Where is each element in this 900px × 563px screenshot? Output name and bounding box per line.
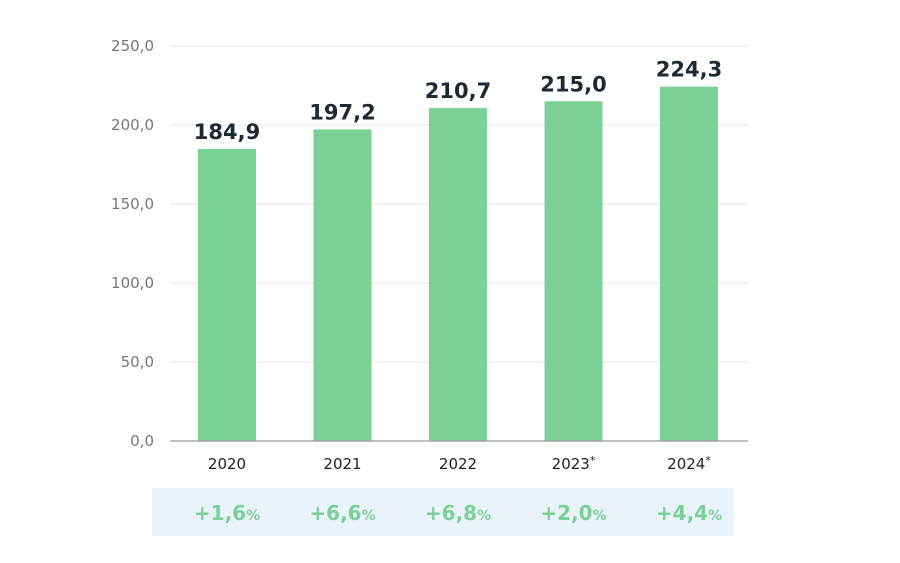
growth-value: +6,8 xyxy=(425,501,477,525)
x-tick-label: 2023* xyxy=(552,454,596,473)
x-tick-label: 2024* xyxy=(667,454,711,473)
growth-label: +1,6% xyxy=(194,501,260,525)
x-tick-label: 2021 xyxy=(323,455,361,473)
x-tick-year: 2021 xyxy=(323,455,361,473)
growth-value: +2,0 xyxy=(540,501,592,525)
bar-value-label: 224,3 xyxy=(656,58,722,82)
x-tick-year: 2020 xyxy=(208,455,246,473)
bar-value-label: 210,7 xyxy=(425,79,491,103)
y-tick-label: 0,0 xyxy=(130,432,154,450)
x-tick-label: 2022 xyxy=(439,455,477,473)
x-tick-footnote-mark: * xyxy=(590,454,596,467)
y-tick-label: 150,0 xyxy=(111,195,154,213)
growth-value: +4,4 xyxy=(656,501,708,525)
x-tick-label: 2020 xyxy=(208,455,246,473)
growth-band xyxy=(152,488,734,536)
y-tick-label: 200,0 xyxy=(111,116,154,134)
x-tick-year: 2024 xyxy=(667,455,705,473)
growth-value: +1,6 xyxy=(194,501,246,525)
bar xyxy=(313,129,372,441)
growth-value: +6,6 xyxy=(309,501,361,525)
bar-value-label: 184,9 xyxy=(194,120,260,144)
growth-unit: % xyxy=(477,508,491,524)
bar xyxy=(429,108,487,442)
bar xyxy=(544,101,603,442)
x-tick-year: 2022 xyxy=(439,455,477,473)
bar-value-label: 197,2 xyxy=(309,100,375,124)
growth-label: +6,6% xyxy=(309,501,375,525)
growth-unit: % xyxy=(708,508,722,524)
y-tick-label: 100,0 xyxy=(111,274,154,292)
bar xyxy=(660,86,718,441)
bar xyxy=(198,148,256,441)
y-tick-label: 250,0 xyxy=(111,37,154,55)
bar-value-label: 215,0 xyxy=(540,72,606,96)
growth-unit: % xyxy=(593,508,607,524)
growth-unit: % xyxy=(362,508,376,524)
growth-unit: % xyxy=(246,508,260,524)
growth-label: +6,8% xyxy=(425,501,491,525)
y-tick-label: 50,0 xyxy=(121,353,154,371)
x-tick-footnote-mark: * xyxy=(705,454,711,467)
x-tick-year: 2023 xyxy=(552,455,590,473)
growth-label: +2,0% xyxy=(540,501,606,525)
growth-label: +4,4% xyxy=(656,501,722,525)
